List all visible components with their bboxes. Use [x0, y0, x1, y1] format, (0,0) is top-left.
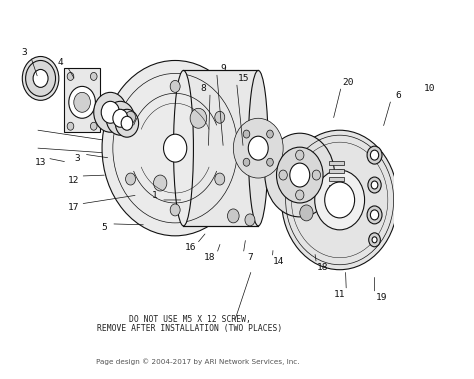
Circle shape	[248, 136, 268, 160]
Circle shape	[74, 92, 91, 112]
Text: 9: 9	[220, 64, 226, 73]
Circle shape	[368, 177, 381, 193]
Circle shape	[33, 69, 48, 88]
Circle shape	[296, 150, 304, 160]
Circle shape	[267, 130, 273, 138]
Circle shape	[31, 66, 51, 90]
Circle shape	[101, 101, 119, 123]
Circle shape	[126, 111, 136, 123]
Text: DO NOT USE M5 X 12 SCREW,: DO NOT USE M5 X 12 SCREW,	[129, 315, 251, 324]
Circle shape	[26, 61, 55, 96]
Polygon shape	[183, 70, 258, 226]
Text: 11: 11	[334, 290, 346, 299]
Text: 15: 15	[237, 74, 249, 83]
Circle shape	[282, 130, 398, 270]
Circle shape	[69, 86, 95, 118]
Text: REMOVE AFTER INSTALLATION (TWO PLACES): REMOVE AFTER INSTALLATION (TWO PLACES)	[97, 324, 283, 333]
Text: 13: 13	[35, 158, 46, 167]
Text: 14: 14	[273, 257, 285, 266]
Circle shape	[290, 163, 310, 187]
Circle shape	[312, 170, 320, 180]
Circle shape	[243, 130, 250, 138]
Text: 6: 6	[395, 91, 401, 100]
Text: 17: 17	[68, 204, 80, 213]
Circle shape	[215, 111, 225, 123]
Circle shape	[370, 150, 379, 160]
Circle shape	[170, 204, 180, 216]
Circle shape	[67, 72, 74, 80]
Circle shape	[121, 116, 133, 130]
Text: 3: 3	[74, 153, 80, 163]
Circle shape	[372, 237, 377, 243]
Ellipse shape	[248, 70, 268, 226]
Text: 18: 18	[317, 263, 329, 272]
Text: 12: 12	[68, 175, 80, 185]
Circle shape	[315, 170, 365, 230]
Circle shape	[190, 108, 207, 128]
Text: 4: 4	[58, 58, 64, 67]
Text: 10: 10	[424, 84, 435, 93]
Circle shape	[279, 170, 287, 180]
Circle shape	[94, 92, 127, 132]
Text: 16: 16	[184, 243, 196, 252]
Circle shape	[164, 134, 187, 162]
Text: 8: 8	[201, 84, 206, 93]
Circle shape	[300, 205, 313, 221]
Circle shape	[115, 109, 138, 137]
Circle shape	[22, 56, 59, 100]
Circle shape	[325, 182, 355, 218]
Bar	[329, 161, 344, 165]
Circle shape	[170, 80, 180, 92]
Text: 19: 19	[375, 293, 387, 302]
Text: Page design © 2004-2017 by ARI Network Services, Inc.: Page design © 2004-2017 by ARI Network S…	[96, 358, 300, 365]
Circle shape	[113, 109, 128, 127]
Circle shape	[233, 118, 283, 178]
Circle shape	[369, 233, 380, 247]
Circle shape	[296, 190, 304, 200]
Circle shape	[370, 210, 379, 220]
Text: 20: 20	[342, 78, 354, 87]
Circle shape	[215, 173, 225, 185]
Text: 1: 1	[152, 191, 157, 200]
Circle shape	[367, 206, 382, 224]
Circle shape	[243, 158, 250, 166]
Bar	[64, 69, 100, 132]
Bar	[329, 169, 344, 173]
Text: 2: 2	[473, 86, 474, 95]
Circle shape	[276, 147, 323, 203]
Text: ARI: ARI	[128, 155, 267, 224]
Bar	[329, 185, 344, 189]
Circle shape	[371, 181, 378, 189]
Ellipse shape	[173, 70, 193, 226]
Circle shape	[106, 101, 135, 135]
Circle shape	[154, 175, 167, 191]
Circle shape	[228, 209, 239, 223]
Circle shape	[265, 133, 335, 217]
Circle shape	[267, 158, 273, 166]
Text: 7: 7	[247, 253, 253, 262]
Text: 3: 3	[21, 48, 27, 57]
Text: 5: 5	[101, 223, 108, 232]
Circle shape	[367, 146, 382, 164]
Circle shape	[91, 122, 97, 130]
Circle shape	[67, 122, 74, 130]
Circle shape	[91, 72, 97, 80]
Circle shape	[245, 214, 255, 226]
Bar	[329, 177, 344, 181]
Circle shape	[126, 173, 136, 185]
Text: 18: 18	[204, 253, 216, 262]
Circle shape	[102, 61, 248, 236]
